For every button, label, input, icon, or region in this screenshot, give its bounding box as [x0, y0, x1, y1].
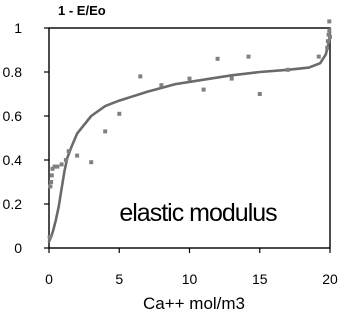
data-point: [327, 28, 332, 33]
data-point: [49, 173, 54, 178]
data-point: [215, 56, 220, 61]
data-point: [52, 164, 57, 169]
data-point: [316, 54, 321, 59]
data-point: [246, 54, 251, 59]
data-point: [159, 83, 164, 88]
data-point: [285, 67, 290, 72]
data-point: [48, 184, 53, 189]
data-point: [201, 87, 206, 92]
y-tick-label: 0.8: [3, 64, 23, 80]
data-point: [117, 111, 122, 116]
y-axis-label: 1 - E/Eo: [58, 3, 106, 18]
y-tick-label: 0.2: [3, 196, 23, 212]
data-point: [66, 149, 71, 154]
fitted-curve: [47, 31, 332, 243]
data-point: [325, 45, 330, 50]
x-tick-label: 5: [115, 271, 123, 287]
data-point: [187, 76, 192, 81]
data-point: [47, 235, 52, 239]
y-tick-label: 0.4: [3, 152, 23, 168]
data-point: [138, 74, 143, 79]
data-point: [75, 153, 80, 158]
data-point: [103, 129, 108, 134]
y-tick-label: 0: [14, 240, 22, 256]
data-point: [325, 39, 330, 44]
data-point: [89, 160, 94, 165]
data-point: [59, 162, 64, 167]
x-tick-label: 0: [45, 271, 53, 287]
y-tick-label: 1: [14, 20, 22, 36]
data-point: [63, 158, 68, 162]
data-point: [55, 164, 60, 169]
data-point: [326, 32, 331, 37]
y-tick-label: 0.6: [3, 108, 23, 124]
x-tick-label: 15: [252, 271, 268, 287]
data-point: [49, 180, 54, 184]
x-tick-label: 10: [182, 271, 198, 287]
x-tick-label: 20: [322, 271, 338, 287]
data-point: [328, 34, 332, 39]
data-point: [229, 76, 234, 81]
x-axis-label: Ca++ mol/m3: [143, 294, 245, 313]
data-point: [327, 19, 332, 24]
chart-annotation: elastic modulus: [119, 199, 277, 227]
data-point: [257, 92, 262, 96]
data-point: [50, 166, 55, 171]
